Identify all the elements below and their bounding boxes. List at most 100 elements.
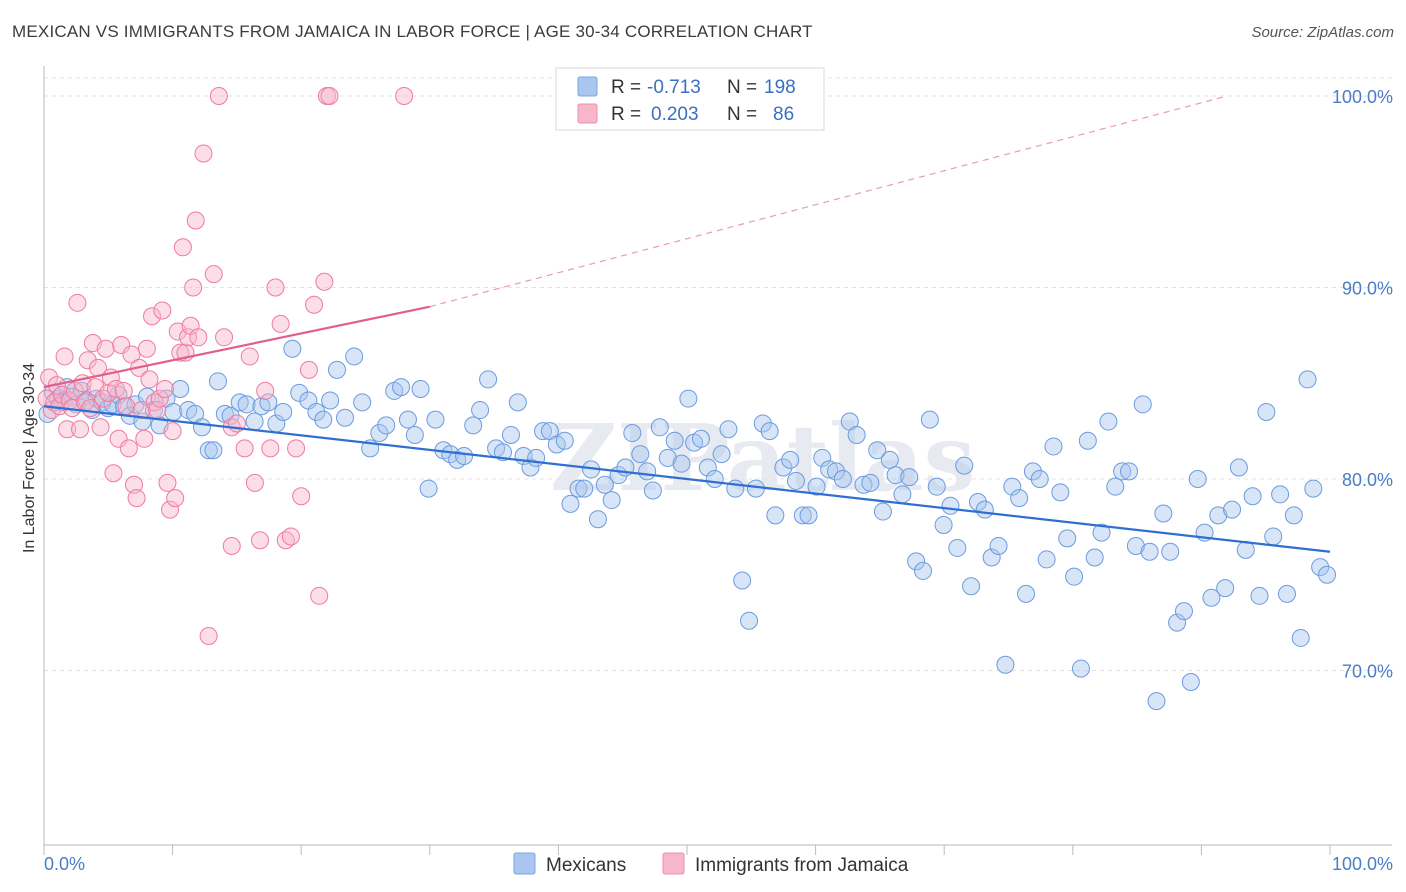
data-point-mexicans <box>508 393 527 412</box>
trend-line-jamaica <box>43 305 431 389</box>
data-point-jamaica <box>137 339 156 358</box>
trend-lines <box>43 95 1331 553</box>
x-tick-labels: 0.0% 100.0% <box>44 854 1393 874</box>
data-point-mexicans <box>274 402 293 421</box>
series-jamaica <box>37 87 414 646</box>
chart-title: MEXICAN VS IMMIGRANTS FROM JAMAICA IN LA… <box>12 22 813 41</box>
data-point-jamaica <box>55 347 74 366</box>
data-point-mexicans <box>164 402 183 421</box>
data-point-jamaica <box>78 351 97 370</box>
data-point-mexicans <box>455 447 474 466</box>
data-point-mexicans <box>588 510 607 529</box>
data-point-mexicans <box>1216 579 1235 598</box>
data-point-mexicans <box>719 420 738 439</box>
data-point-jamaica <box>194 144 213 163</box>
y-tick-label: 90.0% <box>1342 279 1393 299</box>
data-point-mexicans <box>760 422 779 441</box>
data-point-mexicans <box>781 450 800 469</box>
x-tick-label: 0.0% <box>44 854 85 874</box>
data-point-jamaica <box>173 238 192 257</box>
data-point-mexicans <box>479 370 498 389</box>
data-point-mexicans <box>493 443 512 462</box>
trend-line-mexicans <box>43 405 1331 553</box>
data-point-mexicans <box>955 456 974 475</box>
data-point-jamaica <box>271 314 290 333</box>
data-point-mexicans <box>283 339 302 358</box>
legend-n-label: N = <box>727 77 757 98</box>
bottom-legend-swatch-mexicans <box>513 852 536 875</box>
data-point-mexicans <box>1202 588 1221 607</box>
trend-line-jamaica-extended <box>429 95 1228 308</box>
data-point-mexicans <box>827 462 846 481</box>
data-point-mexicans <box>392 378 411 397</box>
data-point-jamaica <box>215 328 234 347</box>
data-point-mexicans <box>873 502 892 521</box>
data-point-jamaica <box>65 381 84 400</box>
data-point-mexicans <box>527 448 546 467</box>
data-point-jamaica <box>261 439 280 458</box>
data-point-mexicans <box>705 470 724 488</box>
data-point-mexicans <box>370 424 389 443</box>
data-point-jamaica <box>71 420 90 439</box>
data-point-mexicans <box>638 462 657 481</box>
data-point-jamaica <box>292 487 311 506</box>
data-point-jamaica <box>117 397 136 416</box>
data-point-jamaica <box>209 87 228 105</box>
data-point-mexicans <box>1304 479 1323 498</box>
data-point-jamaica <box>104 464 123 483</box>
data-point-jamaica <box>107 379 126 398</box>
data-point-mexicans <box>171 379 190 398</box>
data-point-mexicans <box>793 506 812 525</box>
data-point-mexicans <box>1085 548 1104 567</box>
data-point-mexicans <box>996 655 1015 674</box>
data-point-jamaica <box>158 473 177 492</box>
data-point-jamaica <box>161 500 180 519</box>
data-point-jamaica <box>186 211 205 230</box>
data-point-mexicans <box>854 475 873 494</box>
data-point-mexicans <box>1250 586 1269 605</box>
data-point-mexicans <box>820 460 839 479</box>
data-point-jamaica <box>251 531 270 550</box>
data-point-mexicans <box>464 416 483 435</box>
data-point-mexicans <box>833 470 852 488</box>
data-point-jamaica <box>266 278 285 297</box>
data-point-mexicans <box>1065 567 1084 586</box>
data-point-mexicans <box>658 448 677 467</box>
legend-r-value: -0.713 <box>647 77 701 98</box>
legend-n-label: N = <box>727 104 757 125</box>
data-point-mexicans <box>1223 500 1242 519</box>
data-point-mexicans <box>204 441 223 460</box>
data-point-jamaica <box>299 360 318 379</box>
legend-box <box>555 67 825 131</box>
data-point-mexicans <box>753 414 772 433</box>
data-point-jamaica <box>315 272 334 291</box>
data-point-mexicans <box>1298 370 1317 389</box>
data-point-jamaica <box>135 429 154 448</box>
data-point-mexicans <box>199 441 218 460</box>
bottom-legend-mexicans: Mexicans <box>546 855 626 876</box>
data-point-mexicans <box>1168 613 1187 632</box>
data-point-mexicans <box>982 548 1001 567</box>
data-point-mexicans <box>774 458 793 477</box>
data-point-mexicans <box>1264 527 1283 546</box>
data-point-mexicans <box>1003 477 1022 496</box>
data-point-mexicans <box>920 410 939 429</box>
data-point-mexicans <box>813 448 832 467</box>
data-point-mexicans <box>886 466 905 485</box>
data-point-mexicans <box>691 429 710 448</box>
axes <box>43 66 1392 855</box>
bottom-legend-swatch-jamaica <box>662 852 685 875</box>
data-point-mexicans <box>733 571 752 590</box>
data-point-mexicans <box>1010 489 1029 508</box>
data-point-mexicans <box>426 410 445 429</box>
data-point-jamaica <box>68 293 87 312</box>
data-point-mexicans <box>975 500 994 519</box>
data-point-jamaica <box>163 422 182 441</box>
data-point-jamaica <box>189 328 208 347</box>
data-point-mexicans <box>1284 506 1303 525</box>
data-point-mexicans <box>353 393 372 412</box>
data-point-mexicans <box>698 458 717 477</box>
data-point-mexicans <box>1140 542 1159 561</box>
data-point-mexicans <box>1051 483 1070 502</box>
data-point-mexicans <box>237 395 256 414</box>
